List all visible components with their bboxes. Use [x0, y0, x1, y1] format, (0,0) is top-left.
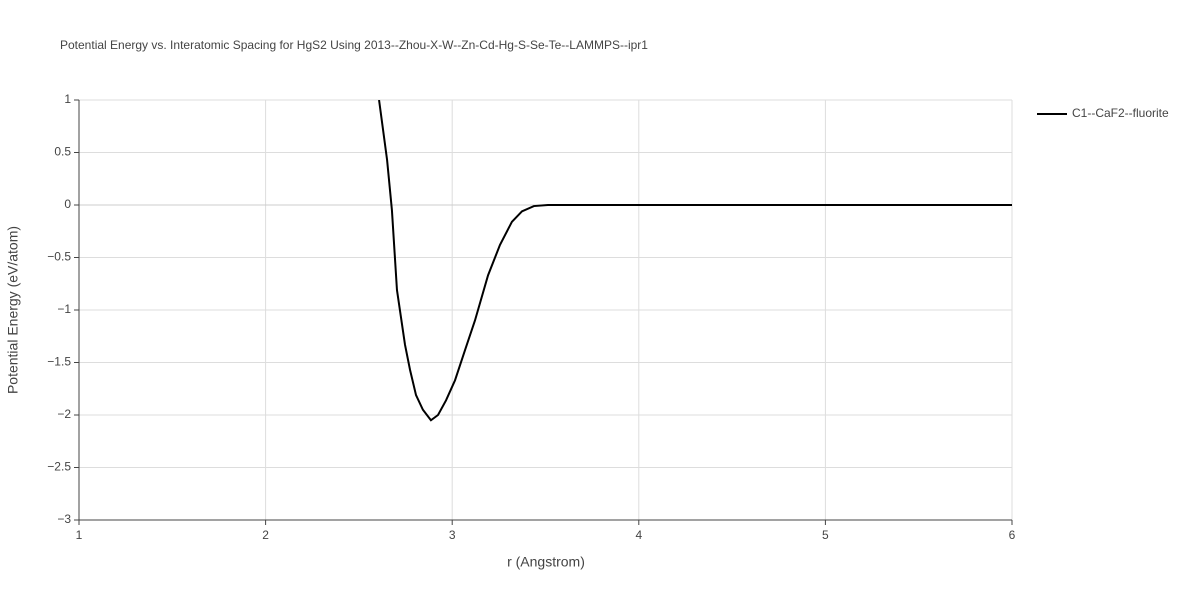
x-tick-label: 6: [1009, 528, 1016, 542]
x-tick-label: 5: [822, 528, 829, 542]
y-tick-label: −3: [57, 512, 71, 526]
x-tick-label: 1: [76, 528, 83, 542]
legend-label: C1--CaF2--fluorite: [1072, 106, 1169, 120]
y-tick-label: −2.5: [47, 460, 71, 474]
y-tick-label: 0: [64, 197, 71, 211]
y-tick-label: 0.5: [54, 145, 71, 159]
x-tick-label: 2: [262, 528, 269, 542]
y-tick-label: −1: [57, 302, 71, 316]
y-tick-label: −0.5: [47, 250, 71, 264]
y-tick-label: −1.5: [47, 355, 71, 369]
y-axis-label: Potential Energy (eV/atom): [5, 226, 21, 394]
y-tick-label: 1: [64, 92, 71, 106]
chart-title: Potential Energy vs. Interatomic Spacing…: [60, 38, 648, 52]
plot-area: [378, 100, 1012, 422]
x-tick-label: 4: [635, 528, 642, 542]
series-line: [378, 100, 1012, 422]
y-tick-label: −2: [57, 407, 71, 421]
x-axis-label: r (Angstrom): [507, 554, 585, 570]
x-tick-label: 3: [449, 528, 456, 542]
